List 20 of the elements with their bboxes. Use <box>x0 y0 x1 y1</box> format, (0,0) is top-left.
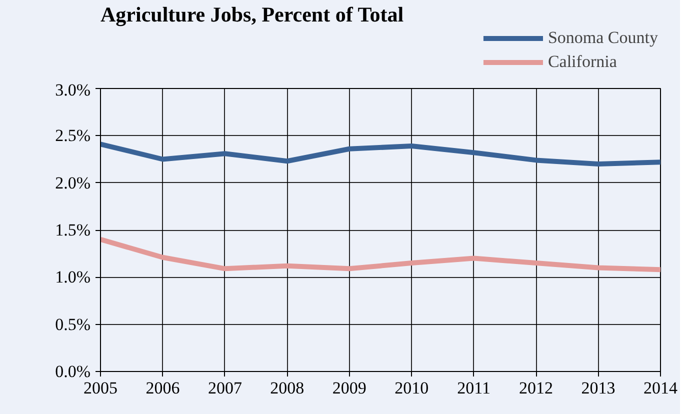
x-tick-label: 2007 <box>208 378 242 398</box>
x-tick-label: 2011 <box>457 378 491 398</box>
y-tick-label: 1.5% <box>55 220 91 240</box>
x-tick-label: 2014 <box>644 378 678 398</box>
x-tick-label: 2008 <box>270 378 304 398</box>
y-tick-label: 0.0% <box>55 362 91 381</box>
x-tick-label: 2012 <box>519 378 554 398</box>
y-tick-label: 3.0% <box>55 80 91 100</box>
x-tick-label: 2006 <box>146 378 180 398</box>
legend-label: California <box>548 52 617 72</box>
x-tick-label: 2013 <box>581 378 616 398</box>
x-tick-label: 2010 <box>394 378 429 398</box>
y-tick-label: 0.5% <box>55 314 91 334</box>
chart-title: Agriculture Jobs, Percent of Total <box>100 2 404 26</box>
y-tick-label: 2.5% <box>55 126 91 146</box>
y-tick-label: 2.0% <box>55 173 91 192</box>
x-tick-label: 2005 <box>84 378 118 398</box>
y-tick-label: 1.0% <box>55 268 91 287</box>
legend-label: Sonoma County <box>548 28 658 48</box>
x-tick-label: 2009 <box>332 378 366 398</box>
